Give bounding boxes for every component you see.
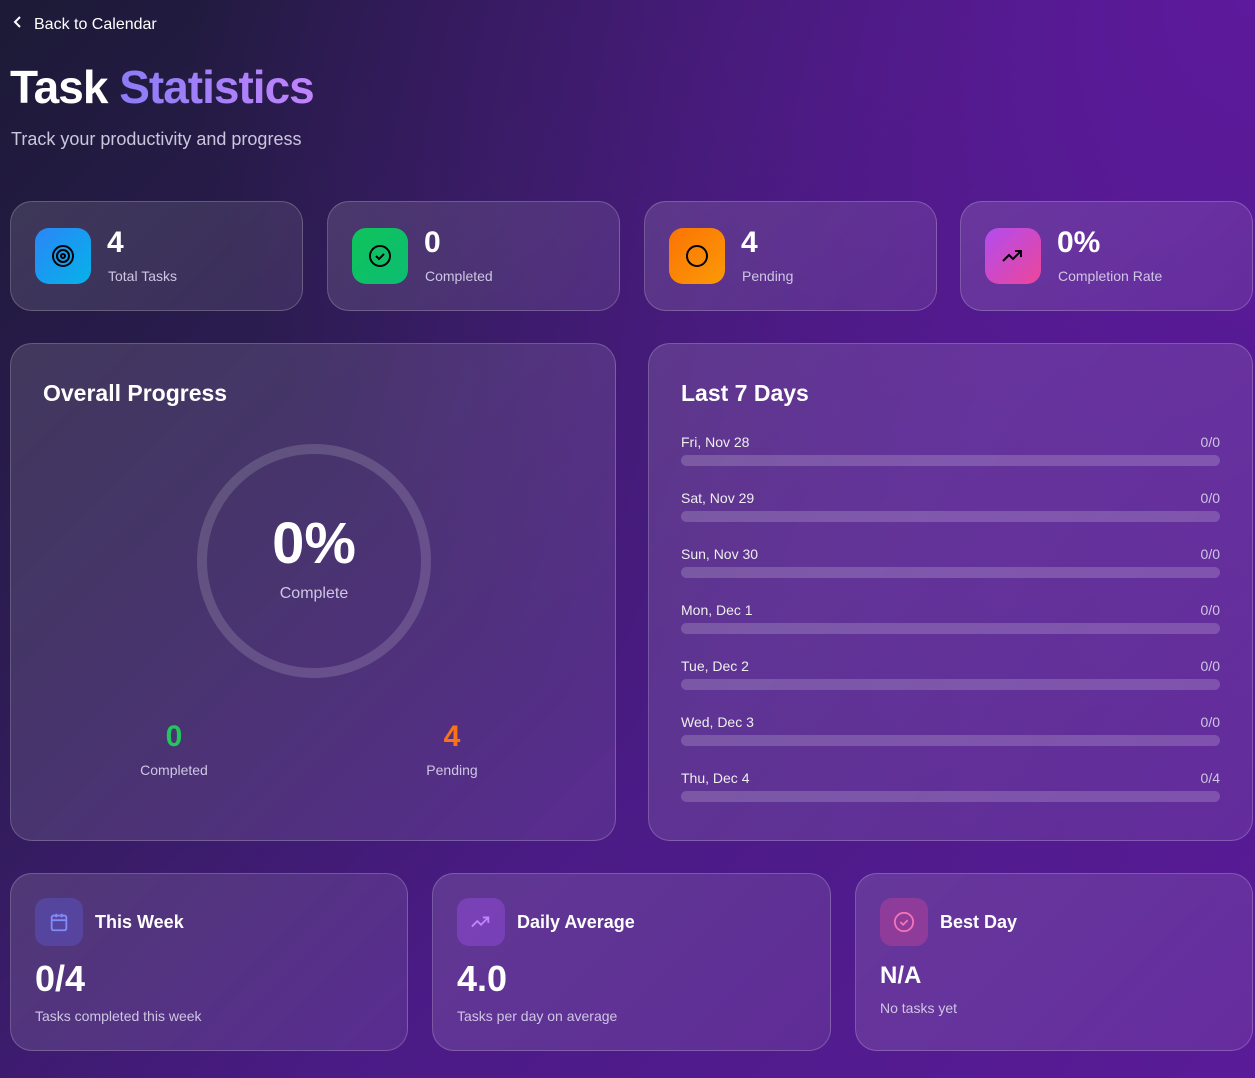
day-date: Mon, Dec 1 [681,602,753,618]
stat-card-rate: 0% Completion Rate [960,201,1253,311]
panel-title: Last 7 Days [681,380,809,406]
pending-label: Pending [426,762,478,778]
day-progress-bar [681,735,1220,746]
stat-label: Completed [425,268,493,284]
day-ratio: 0/0 [1200,714,1220,730]
stat-card-completed: 0 Completed [327,201,620,311]
page-title: Task Statistics [10,60,315,114]
overall-progress-panel: Overall Progress 0% Complete 0 Completed… [10,343,616,841]
day-ratio: 0/4 [1200,770,1220,786]
check-circle-icon [352,228,408,284]
title-highlight: Statistics [119,61,315,113]
day-date: Tue, Dec 2 [681,658,749,674]
day-ratio: 0/0 [1200,602,1220,618]
completed-count: 0 [165,720,183,753]
day-progress-bar [681,791,1220,802]
trending-up-icon [985,228,1041,284]
stat-card-pending: 4 Pending [644,201,937,311]
day-progress-bar [681,567,1220,578]
stat-value: 0% [1057,226,1101,259]
chevron-left-icon [12,15,24,34]
day-date: Sat, Nov 29 [681,490,755,506]
completed-label: Completed [140,762,208,778]
card-title: Daily Average [517,912,635,932]
stat-value: 0 [424,226,441,259]
panel-title: Overall Progress [43,380,228,406]
card-title: Best Day [940,912,1018,932]
day-row: Tue, Dec 2 0/0 [681,658,1220,698]
last-7-days-panel: Last 7 Days Fri, Nov 28 0/0 Sat, Nov 29 0/0… [648,343,1253,841]
day-progress-bar [681,455,1220,466]
card-value: 4.0 [457,958,508,999]
day-row: Fri, Nov 28 0/0 [681,434,1220,474]
day-date: Sun, Nov 30 [681,546,759,562]
card-value: 0/4 [35,958,86,999]
day-progress-bar [681,511,1220,522]
target-icon [35,228,91,284]
card-subtitle: Tasks completed this week [35,1008,202,1024]
day-row: Sat, Nov 29 0/0 [681,490,1220,530]
card-subtitle: Tasks per day on average [457,1008,618,1024]
back-label: Back to Calendar [34,15,157,33]
trending-up-icon [457,898,505,946]
day-row: Mon, Dec 1 0/0 [681,602,1220,642]
day-ratio: 0/0 [1200,658,1220,674]
stat-card-total: 4 Total Tasks [10,201,303,311]
day-row: Thu, Dec 4 0/4 [681,770,1220,810]
stat-value: 4 [741,226,758,259]
daily-average-card: Daily Average 4.0 Tasks per day on avera… [432,873,831,1051]
title-part: Task [10,61,108,113]
day-progress-bar [681,679,1220,690]
day-date: Fri, Nov 28 [681,434,750,450]
day-date: Wed, Dec 3 [681,714,754,730]
calendar-icon [35,898,83,946]
check-circle-icon [880,898,928,946]
progress-ring [197,444,431,678]
card-title: This Week [95,912,184,932]
progress-percent: 0% [272,511,356,576]
day-progress-bar [681,623,1220,634]
day-row: Wed, Dec 3 0/0 [681,714,1220,754]
stat-label: Total Tasks [108,268,177,284]
card-value: N/A [880,962,922,989]
best-day-card: Best Day N/A No tasks yet [855,873,1253,1051]
day-ratio: 0/0 [1200,434,1220,450]
circle-icon [669,228,725,284]
card-subtitle: No tasks yet [880,1000,958,1016]
day-ratio: 0/0 [1200,546,1220,562]
page-subtitle: Track your productivity and progress [11,129,302,149]
stat-value: 4 [107,226,124,259]
progress-caption: Complete [279,585,349,602]
stat-label: Pending [742,268,794,284]
back-to-calendar-link[interactable]: Back to Calendar [12,15,157,34]
pending-count: 4 [443,720,461,753]
day-row: Sun, Nov 30 0/0 [681,546,1220,586]
stat-label: Completion Rate [1058,268,1163,284]
day-date: Thu, Dec 4 [681,770,750,786]
this-week-card: This Week 0/4 Tasks completed this week [10,873,408,1051]
day-ratio: 0/0 [1200,490,1220,506]
